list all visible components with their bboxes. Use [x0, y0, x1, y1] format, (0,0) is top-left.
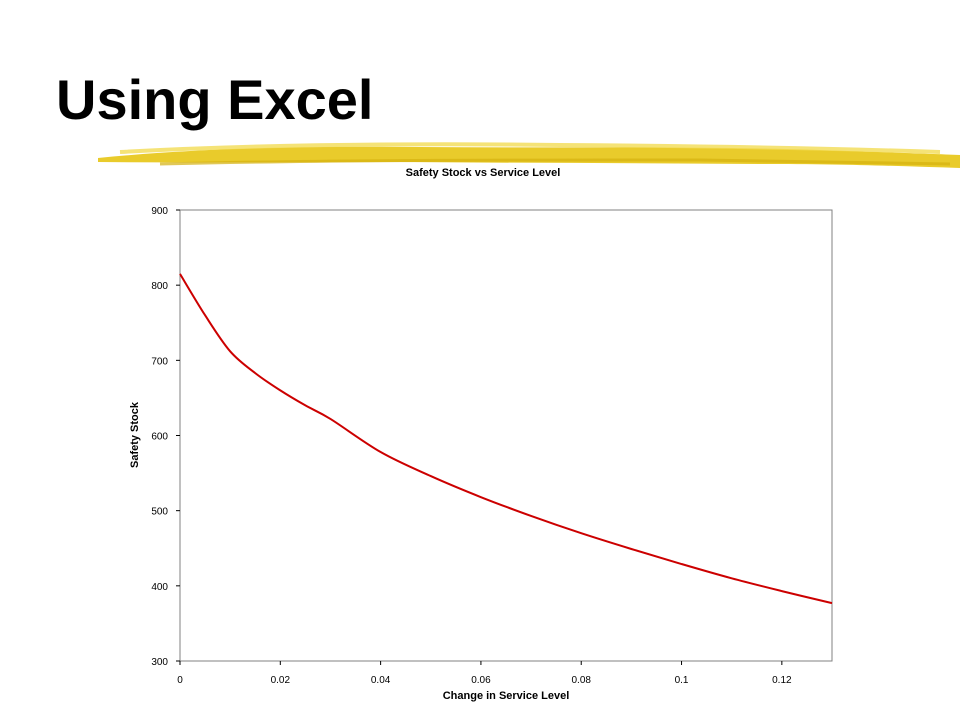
- x-tick-label: 0.12: [772, 675, 792, 686]
- plot-area: [179, 209, 833, 662]
- x-tick-label: 0.04: [371, 675, 391, 686]
- x-tick-label: 0.06: [471, 675, 491, 686]
- y-tick-label: 900: [151, 206, 168, 217]
- slide-title: Using Excel: [56, 68, 374, 131]
- y-tick-label: 600: [151, 432, 168, 443]
- y-tick-label: 300: [151, 657, 168, 668]
- y-tick-label: 700: [151, 356, 168, 367]
- x-tick-label: 0.1: [675, 675, 689, 686]
- y-tick-label: 500: [151, 507, 168, 518]
- series-layer: [179, 273, 833, 605]
- y-axis: 300 400 500 600 700 800 900: [151, 206, 180, 668]
- x-axis: 0 0.02 0.04 0.06 0.08 0.1 0.12: [177, 661, 792, 686]
- x-tick-label: 0.08: [571, 675, 591, 686]
- series-line: [179, 273, 833, 605]
- y-axis-label: Safety Stock: [129, 401, 141, 468]
- title-underline-brush: [98, 142, 960, 168]
- x-tick-label: 0: [177, 675, 183, 686]
- chart-title: Safety Stock vs Service Level: [406, 167, 561, 179]
- x-axis-label: Change in Service Level: [443, 690, 570, 702]
- x-tick-label: 0.02: [271, 675, 291, 686]
- y-tick-label: 800: [151, 281, 168, 292]
- y-tick-label: 400: [151, 582, 168, 593]
